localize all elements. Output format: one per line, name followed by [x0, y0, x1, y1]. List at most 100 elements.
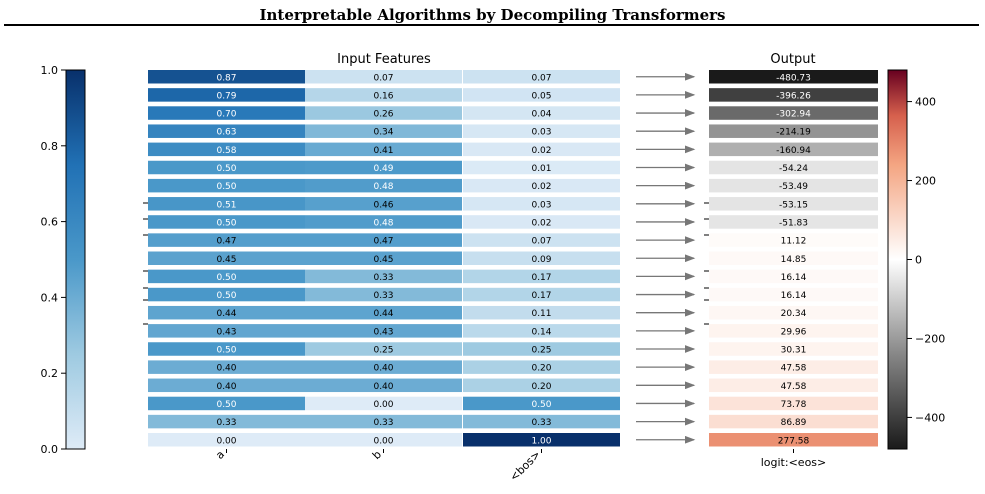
input-cell-label: 0.16 [373, 91, 393, 101]
input-cell-label: 0.49 [373, 164, 393, 174]
output-cell [709, 160, 878, 175]
input-heatmap: 0.87 0.07 0.07 0.79 0.16 0.05 0.70 0.26 0.04 0.63… [143, 70, 620, 447]
colorbar-tick-label: −200 [915, 332, 945, 345]
output-cell [709, 106, 878, 120]
input-cell [463, 215, 620, 229]
input-cell [148, 178, 305, 193]
output-cell-label: -54.24 [779, 164, 808, 174]
input-cell [305, 178, 462, 193]
colorbar-tick-label: 200 [915, 175, 936, 188]
title-divider [4, 24, 979, 26]
colorbar-tick-label: 0.2 [41, 367, 59, 380]
output-cell [709, 142, 878, 157]
output-cell-label: -160.94 [776, 146, 811, 156]
input-cell [463, 160, 620, 175]
input-cell-label: 0.33 [216, 418, 236, 428]
input-cell-label: 0.25 [531, 346, 551, 356]
input-cell-label: 0.48 [373, 218, 393, 228]
output-cell-label: -302.94 [776, 110, 811, 120]
input-cell [148, 251, 305, 265]
input-cell-label: 0.33 [531, 418, 551, 428]
input-cell-label: 0.44 [216, 309, 236, 319]
input-cell [463, 305, 620, 320]
input-cell [148, 215, 305, 229]
input-cell [463, 396, 620, 411]
input-cell [463, 414, 620, 429]
input-cell [305, 124, 462, 138]
input-cell-label: 0.50 [531, 400, 551, 410]
input-cell [463, 106, 620, 120]
input-cell [148, 396, 305, 411]
input-cell [148, 88, 305, 102]
input-cell [305, 342, 462, 356]
output-cell [709, 287, 878, 302]
x-tick-label: a [213, 448, 227, 462]
input-cell-label: 0.40 [216, 364, 236, 374]
input-cell [463, 142, 620, 157]
input-cell [305, 433, 462, 447]
input-cell [305, 396, 462, 411]
colorbar-tick-label: 0.4 [41, 291, 59, 304]
input-cell-label: 0.02 [531, 218, 551, 228]
output-cell [709, 414, 878, 429]
input-cell [148, 70, 305, 84]
input-cell-label: 0.87 [216, 73, 236, 83]
input-cell-label: 0.07 [531, 73, 551, 83]
input-cell [463, 378, 620, 393]
input-cell-label: 0.00 [373, 400, 393, 410]
input-cell [463, 251, 620, 265]
output-cell [709, 124, 878, 138]
input-cell [305, 160, 462, 175]
input-cell-label: 0.70 [216, 110, 236, 120]
x-axis-labels: a b <bos> logit:<eos> [213, 448, 826, 484]
output-cell-label: 30.31 [781, 346, 807, 356]
input-cell [148, 160, 305, 175]
output-cell-label: 73.78 [781, 400, 807, 410]
input-cell [305, 324, 462, 338]
output-cell-label: 14.85 [781, 255, 807, 265]
input-cell [148, 269, 305, 284]
output-cell-label: -51.83 [779, 218, 808, 228]
input-cell-label: 0.47 [216, 237, 236, 247]
input-cell [463, 433, 620, 447]
input-cell [305, 215, 462, 229]
output-cell-label: -53.15 [779, 200, 808, 210]
input-cell-label: 0.50 [216, 182, 236, 192]
input-cell [148, 142, 305, 157]
figure-title: Interpretable Algorithms by Decompiling … [259, 6, 726, 24]
output-cell [709, 215, 878, 229]
output-cell-label: 47.58 [781, 382, 807, 392]
output-cell [709, 324, 878, 338]
input-cell-label: 0.51 [216, 200, 236, 210]
output-cell [709, 251, 878, 265]
output-cell-label: 86.89 [781, 418, 807, 428]
input-cell-label: 0.17 [531, 273, 551, 283]
input-cell-label: 0.43 [216, 327, 236, 337]
input-cell [463, 269, 620, 284]
input-cell [463, 233, 620, 247]
input-cell [148, 305, 305, 320]
input-cell [463, 324, 620, 338]
output-cell [709, 360, 878, 374]
input-cell [305, 197, 462, 211]
input-colorbar-gradient [65, 69, 86, 450]
output-colorbar-gradient [887, 69, 908, 450]
input-cell [148, 433, 305, 447]
input-cell-label: 0.25 [373, 346, 393, 356]
input-cell [148, 342, 305, 356]
input-cell-label: 0.58 [216, 146, 236, 156]
colorbar-tick-label: −400 [915, 411, 945, 424]
output-cell [709, 197, 878, 211]
colorbar-tick-label: 400 [915, 96, 936, 109]
input-cell-label: 0.50 [216, 164, 236, 174]
input-cell-label: 0.26 [373, 110, 393, 120]
input-cell [305, 106, 462, 120]
output-colorbar: 400 200 0 −200 −400 [887, 69, 945, 450]
output-cell [709, 342, 878, 356]
input-panel-title: Input Features [337, 52, 431, 67]
input-cell-label: 0.43 [373, 327, 393, 337]
input-cell [305, 287, 462, 302]
input-cell [148, 124, 305, 138]
input-cell-label: 1.00 [531, 436, 551, 446]
row-arrows [636, 72, 696, 444]
